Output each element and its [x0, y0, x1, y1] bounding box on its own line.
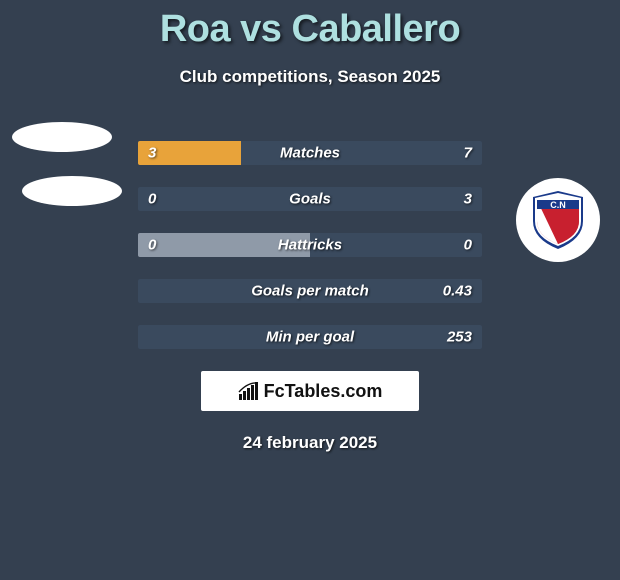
- stat-value-left: 0: [148, 191, 156, 208]
- stat-value-left: 0: [148, 237, 156, 254]
- shield-icon: C.N: [533, 191, 583, 249]
- stat-fill-right: [241, 141, 482, 165]
- stat-row: Min per goal 253: [138, 325, 482, 349]
- stat-label: Matches: [280, 145, 340, 162]
- club-right-badge: C.N: [516, 178, 600, 262]
- player-left-photo-1: [12, 122, 112, 152]
- date-label: 24 february 2025: [0, 433, 620, 453]
- stat-row: 0 Goals 3: [138, 187, 482, 211]
- stat-row: 3 Matches 7: [138, 141, 482, 165]
- branding-badge: FcTables.com: [201, 371, 419, 411]
- svg-text:C.N: C.N: [550, 200, 566, 210]
- stat-value-right: 0: [464, 237, 472, 254]
- stat-row: 0 Hattricks 0: [138, 233, 482, 257]
- page-title: Roa vs Caballero: [0, 0, 620, 51]
- stats-container: 3 Matches 7 0 Goals 3 0 Hattricks 0 Goal…: [138, 141, 482, 349]
- stat-row: Goals per match 0.43: [138, 279, 482, 303]
- stat-label: Hattricks: [278, 237, 342, 254]
- stat-value-right: 3: [464, 191, 472, 208]
- stat-value-left: 3: [148, 145, 156, 162]
- player-left-photo-2: [22, 176, 122, 206]
- stat-label: Goals: [289, 191, 331, 208]
- branding-text: FcTables.com: [264, 381, 383, 402]
- subtitle: Club competitions, Season 2025: [0, 67, 620, 87]
- chart-icon: [238, 382, 260, 400]
- stat-value-right: 0.43: [443, 283, 472, 300]
- stat-label: Goals per match: [251, 283, 369, 300]
- stat-value-right: 7: [464, 145, 472, 162]
- stat-label: Min per goal: [266, 329, 354, 346]
- stat-value-right: 253: [447, 329, 472, 346]
